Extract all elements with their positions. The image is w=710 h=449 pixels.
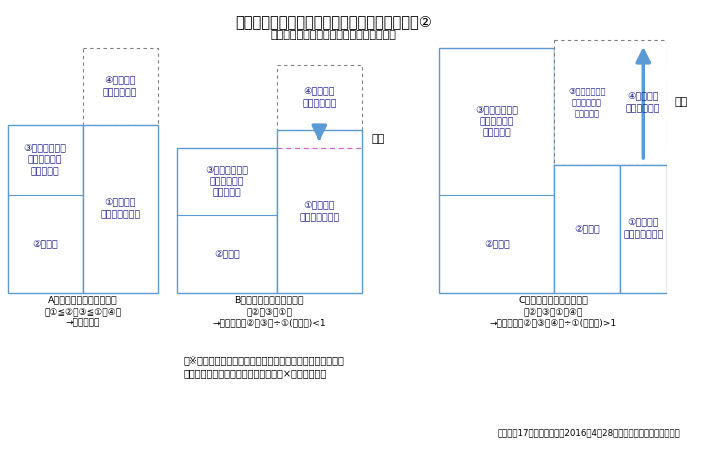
Text: →調整率＝（②＋③－④）÷①(調整前)>1: →調整率＝（②＋③－④）÷①(調整前)>1 <box>490 318 617 327</box>
Text: 調整後の給付額＝調整前の給付額×調整率となる: 調整後の給付額＝調整前の給付額×調整率となる <box>183 368 327 378</box>
Bar <box>277 130 361 293</box>
Bar <box>554 165 620 293</box>
Text: →調整率＝１: →調整率＝１ <box>65 318 100 327</box>
Text: ④財政悪化
リスク相当額: ④財政悪化 リスク相当額 <box>103 76 138 97</box>
Text: （②＋③＞①＋④）: （②＋③＞①＋④） <box>523 308 583 317</box>
Bar <box>439 48 554 293</box>
Text: ②積立金: ②積立金 <box>574 224 600 233</box>
Text: C：剰余が生じている場合: C：剰余が生じている場合 <box>518 295 588 304</box>
Text: ②積立金: ②積立金 <box>214 250 240 259</box>
Text: ①給付現価
（調整率＝１）: ①給付現価 （調整率＝１） <box>623 219 663 239</box>
Text: ③掛金収入現価
（リスク対応
掛金含む）: ③掛金収入現価 （リスク対応 掛金含む） <box>568 86 606 119</box>
Text: ③掛金収入現価
（リスク対応
掛金含む）: ③掛金収入現価 （リスク対応 掛金含む） <box>23 144 67 176</box>
Text: ③掛金収入現価
（リスク対応
掛金含む）: ③掛金収入現価 （リスク対応 掛金含む） <box>205 165 248 198</box>
Text: 出所：第17回企業年金部会2016年4月28日付資料等より大和総研作成: 出所：第17回企業年金部会2016年4月28日付資料等より大和総研作成 <box>498 428 680 437</box>
Text: ③掛金収入現価
（リスク対応
掛金含む）: ③掛金収入現価 （リスク対応 掛金含む） <box>475 105 518 138</box>
Text: （①≦②＋③≦①＋④）: （①≦②＋③≦①＋④） <box>44 308 121 317</box>
Text: ②積立金: ②積立金 <box>32 239 58 248</box>
Text: ①給付現価
（調整率＝１）: ①給付現価 （調整率＝１） <box>299 201 339 222</box>
Text: ④財政悪化
リスク相当額: ④財政悪化 リスク相当額 <box>626 92 660 113</box>
Bar <box>82 48 158 125</box>
Text: 増額: 増額 <box>674 97 687 107</box>
Text: （※）調整率：穏立金の穏み立て状況に応じて定まる率で、: （※）調整率：穏立金の穏み立て状況に応じて定まる率で、 <box>183 355 344 365</box>
Bar <box>82 125 158 293</box>
Text: ②積立金: ②積立金 <box>484 239 510 248</box>
Bar <box>8 125 82 293</box>
Text: B：不足が生じている場合: B：不足が生じている場合 <box>234 295 304 304</box>
Text: 図表２　リスク分担型企業年金の基本的仕組み②: 図表２ リスク分担型企業年金の基本的仕組み② <box>235 14 432 29</box>
Text: 財政均衡（制度開始後の毎年度の決算時）: 財政均衡（制度開始後の毎年度の決算時） <box>271 30 396 40</box>
Text: ④財政悪化
リスク相当額: ④財政悪化 リスク相当額 <box>302 87 337 108</box>
Bar <box>554 40 667 165</box>
Bar <box>277 65 361 130</box>
Text: ①給付現価
（調整率＝１）: ①給付現価 （調整率＝１） <box>100 198 141 220</box>
Bar <box>620 165 667 293</box>
Text: A：財政均衡している場合: A：財政均衡している場合 <box>48 295 118 304</box>
Text: 減額: 減額 <box>372 134 385 144</box>
Bar <box>177 148 277 293</box>
Text: →調整率＝（②＋③）÷①(調整前)<1: →調整率＝（②＋③）÷①(調整前)<1 <box>212 318 326 327</box>
Text: （②＋③＜①）: （②＋③＜①） <box>246 308 292 317</box>
